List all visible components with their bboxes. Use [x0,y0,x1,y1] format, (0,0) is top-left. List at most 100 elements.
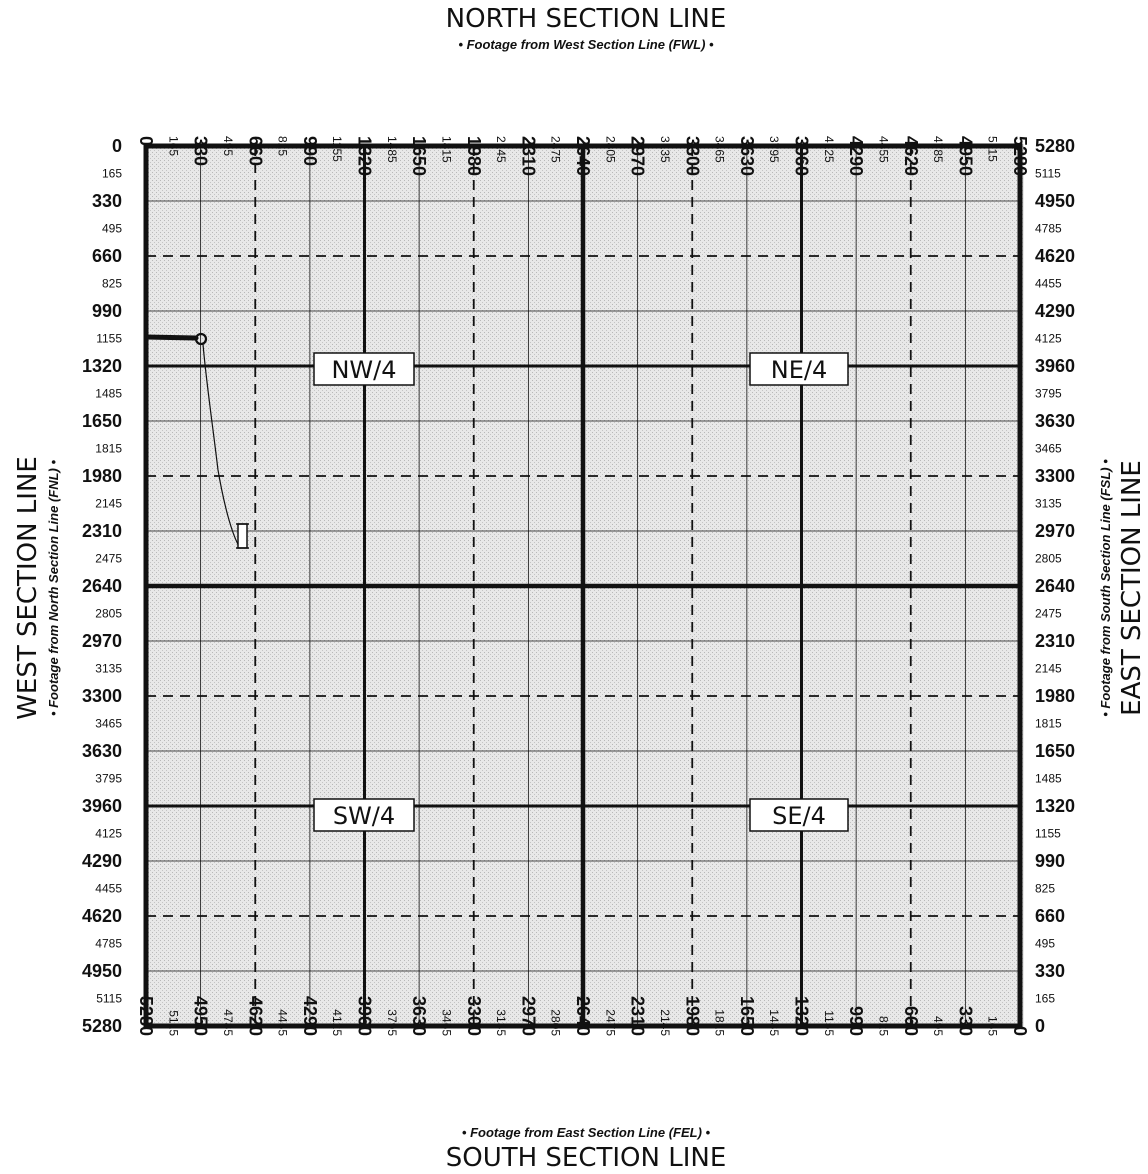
left-tick-label: 5115 [96,992,122,1006]
top-tick-label: 990 [300,136,320,166]
surface-location-marker [194,332,208,346]
left-tick-label: 4290 [82,851,122,871]
left-tick-label: 1155 [96,332,122,346]
left-tick-label: 2805 [95,607,122,621]
right-tick-label: 990 [1035,851,1065,871]
bottom-tick-label: 3300 [464,996,484,1036]
right-tick-label: 4125 [1035,332,1062,346]
bottom-tick-label: 1320 [792,996,812,1036]
right-tick-label: 2805 [1035,552,1062,566]
bottom-tick-label: 5115 [166,1010,180,1036]
top-tick-label: 2310 [518,136,538,176]
right-tick-label: 2145 [1035,662,1062,676]
right-tick-label: 1155 [1035,827,1061,841]
top-tick-label: 0 [136,136,156,146]
west-title: WEST SECTION LINE [13,456,43,720]
left-tick-label: 4950 [82,961,122,981]
top-tick-label: 2640 [573,136,593,176]
top-tick-label: 4785 [931,136,945,163]
top-tick-label: 3465 [713,136,727,163]
left-tick-label: 2310 [82,521,122,541]
left-tick-label: 165 [102,167,122,181]
right-tick-label: 3795 [1035,387,1062,401]
right-tick-label: 2970 [1035,521,1075,541]
top-tick-label: 2475 [549,136,563,163]
east-title: EAST SECTION LINE [1117,460,1147,716]
right-tick-label: 495 [1035,937,1055,951]
right-tick-label: 2640 [1035,576,1075,596]
top-tick-label: 330 [191,136,211,166]
left-tick-label: 3300 [82,686,122,706]
left-tick-label: 1650 [82,411,122,431]
left-tick-label: 4785 [95,937,122,951]
right-tick-label: 4455 [1035,277,1062,291]
bottom-tick-label: 2805 [549,1009,563,1036]
bottom-tick-label: 3960 [355,996,375,1036]
bottom-tick-label: 165 [986,1016,1000,1036]
tick-labels: 0 165 330 495 660 825 990 1155 1320 1485 1650 1815 1… [82,136,1075,1036]
bottom-hole-marker [237,523,248,549]
right-tick-label: 3300 [1035,466,1075,486]
left-tick-label: 330 [92,191,122,211]
left-tick-label: 3630 [82,741,122,761]
well-sketch [143,332,249,549]
left-tick-label: 825 [102,277,122,291]
bottom-tick-label: 4290 [300,996,320,1036]
left-tick-label: 4620 [82,906,122,926]
top-tick-label: 1650 [409,136,429,176]
quarter-label-sw: SW/4 [333,802,395,830]
section-border [143,143,1023,1029]
right-tick-label: 4620 [1035,246,1075,266]
bottom-tick-label: 2640 [573,996,593,1036]
bottom-tick-label: 2310 [628,996,648,1036]
top-tick-label: 1980 [464,136,484,176]
bottom-tick-label: 0 [1010,1026,1030,1036]
bottom-tick-label: 2970 [518,996,538,1036]
right-tick-label: 3465 [1035,442,1062,456]
bottom-tick-label: 3465 [439,1009,453,1036]
right-tick-label: 4785 [1035,222,1062,236]
bottom-tick-label: 1155 [822,1010,836,1036]
bottom-tick-label: 1815 [713,1009,727,1036]
top-tick-label: 5115 [986,136,1000,162]
top-tick-label: 5280 [1010,136,1030,176]
top-tick-label: 2970 [628,136,648,176]
top-tick-label: 660 [245,136,265,166]
right-tick-label: 3135 [1035,497,1062,511]
left-tick-label: 3795 [95,772,122,786]
bottom-tick-label: 1650 [737,996,757,1036]
right-tick-label: 2475 [1035,607,1062,621]
left-tick-label: 660 [92,246,122,266]
north-title: NORTH SECTION LINE [446,4,727,34]
left-tick-label: 1320 [82,356,122,376]
left-tick-label: 3465 [95,717,122,731]
top-tick-label: 3135 [658,136,672,163]
left-tick-label: 4125 [95,827,122,841]
right-tick-label: 1320 [1035,796,1075,816]
top-tick-label: 825 [276,136,290,156]
right-tick-label: 1815 [1035,717,1062,731]
right-tick-label: 660 [1035,906,1065,926]
right-tick-label: 3630 [1035,411,1075,431]
right-tick-label: 1650 [1035,741,1075,761]
bottom-tick-label: 1980 [682,996,702,1036]
south-title: SOUTH SECTION LINE [446,1143,727,1173]
right-tick-label: 1485 [1035,772,1062,786]
left-tick-label: 0 [112,136,122,156]
quarter-nw: NW/4 [313,352,415,386]
right-tick-label: 165 [1035,992,1055,1006]
right-tick-label: 1980 [1035,686,1075,706]
left-tick-label: 495 [102,222,122,236]
right-tick-label: 5280 [1035,136,1075,156]
south-subtitle: • Footage from East Section Line (FEL) • [462,1125,711,1140]
quarter-label-ne: NE/4 [771,356,827,384]
top-tick-label: 2145 [494,136,508,163]
left-tick-label: 3960 [82,796,122,816]
bottom-tick-label: 3795 [385,1009,399,1036]
top-tick-label: 165 [166,136,180,156]
grid-lines [143,143,1023,1029]
top-tick-label: 2805 [603,136,617,163]
quarter-ne: NE/4 [749,352,849,386]
east-subtitle: • Footage from South Section Line (FSL) … [1098,459,1113,717]
